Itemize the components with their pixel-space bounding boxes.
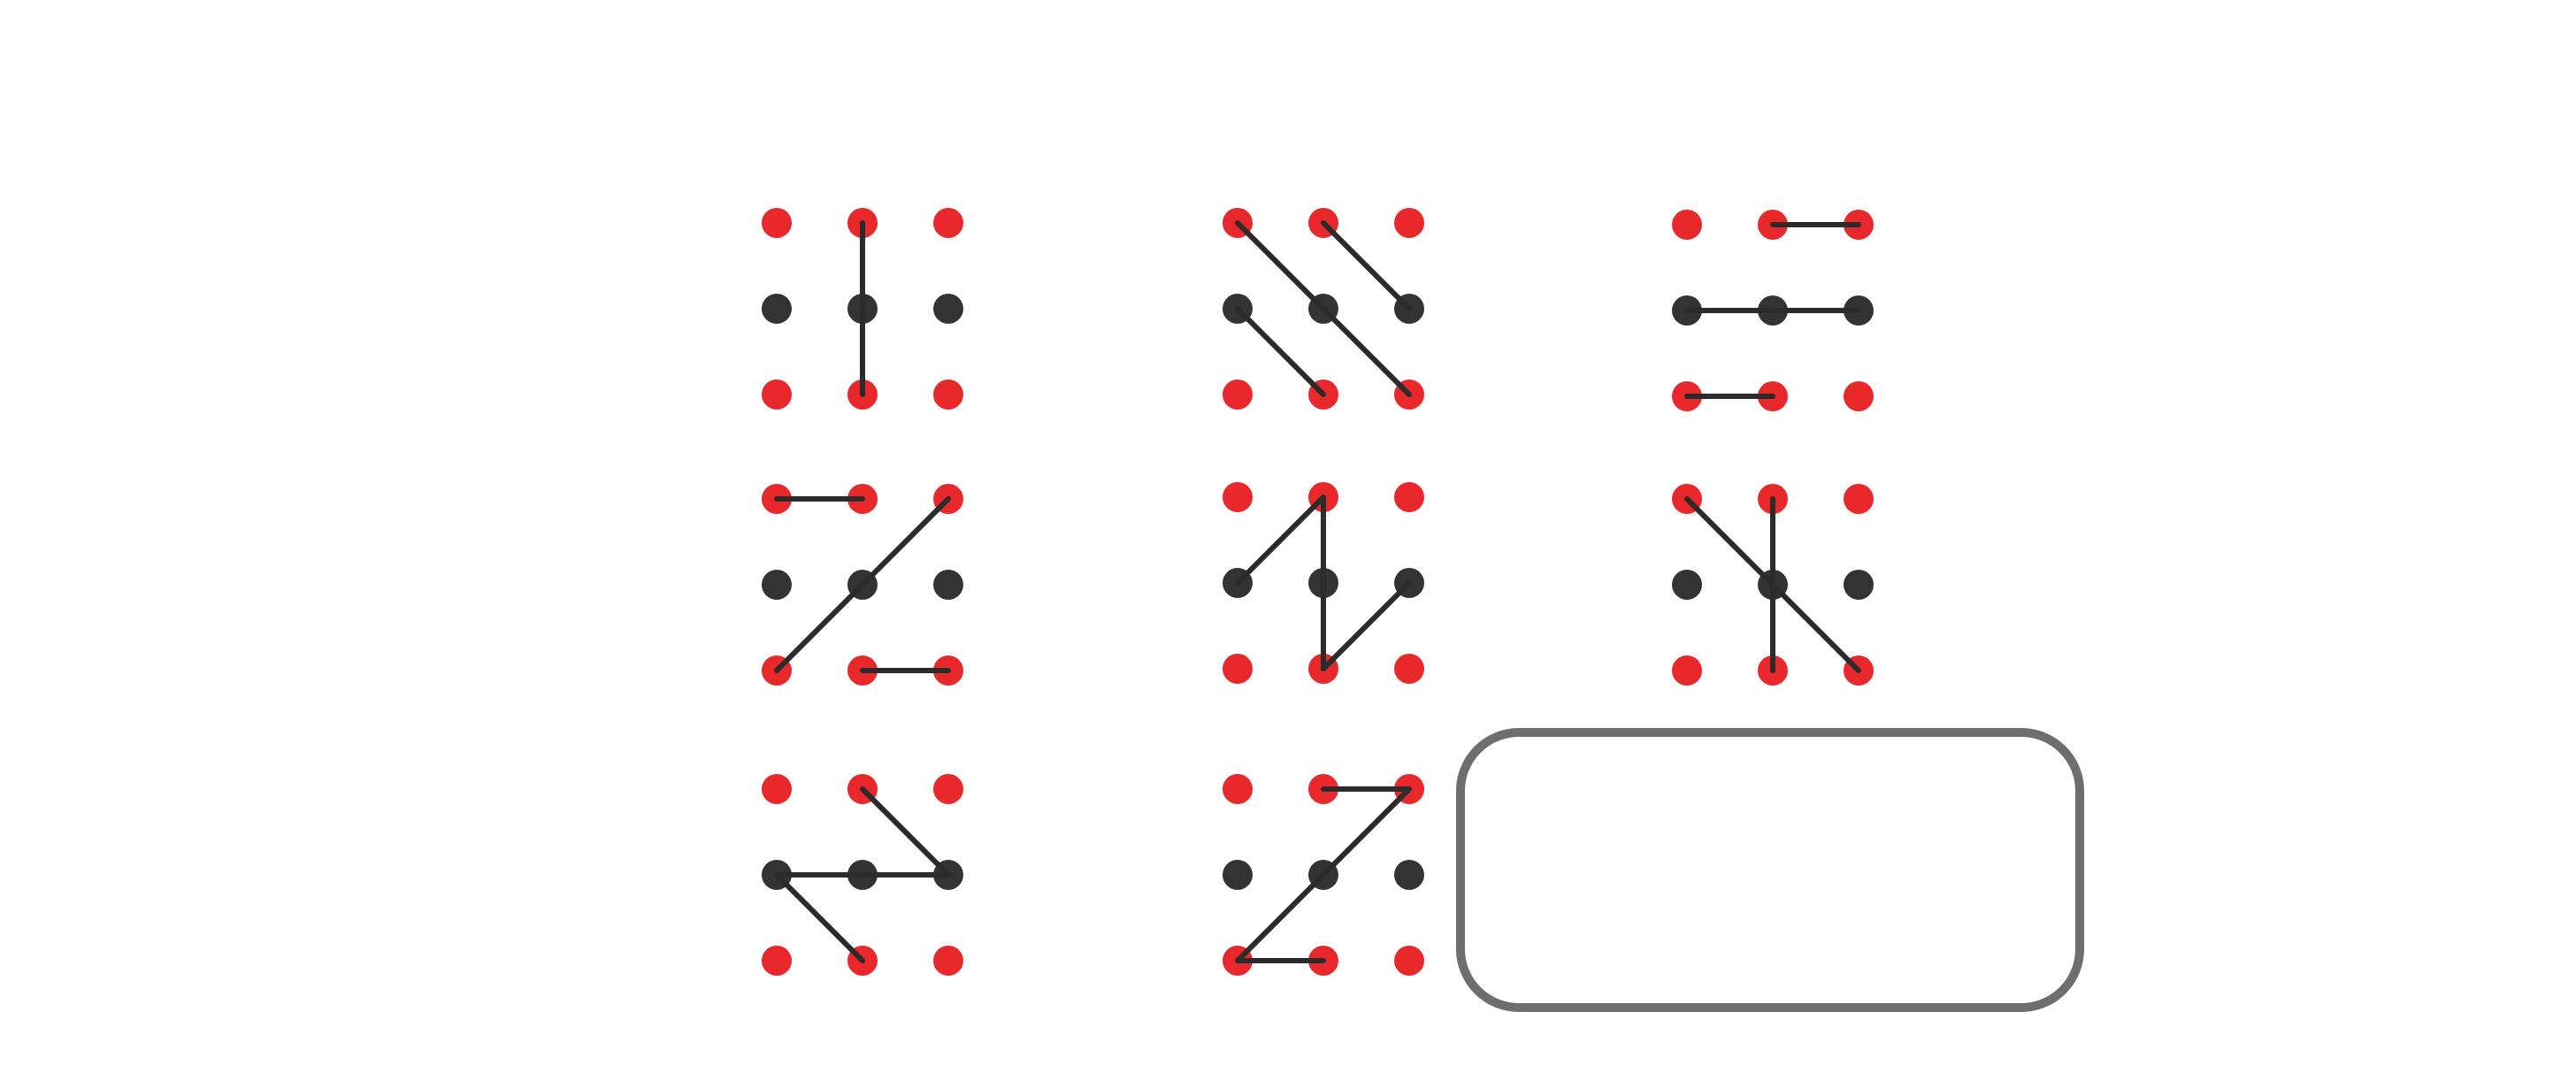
red-dot-r0c0 <box>1223 774 1253 804</box>
black-dot-r1c2 <box>1844 570 1874 600</box>
red-dot-r2c2 <box>1394 654 1424 684</box>
puzzle-r2c3 <box>1672 484 1874 686</box>
red-dot-r2c2 <box>933 946 963 976</box>
segment-0 <box>1235 220 1412 397</box>
red-dot-r0c0 <box>762 208 792 238</box>
black-dot-r1c0 <box>762 294 792 324</box>
red-dot-r2c2 <box>1844 381 1874 411</box>
puzzle-r1c1 <box>762 208 963 410</box>
red-dot-r2c0 <box>762 946 792 976</box>
puzzle-r3c2 <box>1223 774 1424 976</box>
segment-0 <box>860 786 951 878</box>
red-dot-r0c2 <box>1844 484 1874 514</box>
answer-box[interactable] <box>1456 728 2084 1012</box>
red-dot-r0c2 <box>933 208 963 238</box>
black-dot-r1c0 <box>1672 570 1702 600</box>
puzzle-r2c2 <box>1223 482 1424 684</box>
black-dot-r1c0 <box>1223 860 1253 890</box>
black-dot-r1c2 <box>933 294 963 324</box>
red-dot-r2c0 <box>1223 379 1253 410</box>
red-dot-r0c0 <box>1672 210 1702 240</box>
segment-1 <box>774 496 951 673</box>
segment-1 <box>1235 306 1326 397</box>
segment-2 <box>1321 580 1412 671</box>
black-dot-r1c2 <box>933 570 963 600</box>
segment-0 <box>1235 494 1326 586</box>
red-dot-r0c2 <box>1394 208 1424 238</box>
black-dot-r1c0 <box>762 570 792 600</box>
black-dot-r1c2 <box>1394 860 1424 890</box>
red-dot-r0c2 <box>1394 482 1424 512</box>
segment-2 <box>774 872 865 963</box>
segment-1 <box>1235 786 1412 963</box>
puzzle-r1c2 <box>1223 208 1424 410</box>
red-dot-r2c0 <box>1672 655 1702 686</box>
red-dot-r0c0 <box>1223 482 1253 512</box>
red-dot-r2c2 <box>933 379 963 410</box>
red-dot-r0c2 <box>933 774 963 804</box>
puzzle-r2c1 <box>762 484 963 686</box>
puzzle-r3c1 <box>762 774 963 976</box>
red-dot-r2c0 <box>762 379 792 410</box>
red-dot-r2c2 <box>1394 946 1424 976</box>
puzzle-grid <box>762 208 1874 976</box>
puzzle-r1c3 <box>1672 210 1874 411</box>
red-dot-r2c0 <box>1223 654 1253 684</box>
segment-2 <box>1321 220 1412 311</box>
red-dot-r0c0 <box>762 774 792 804</box>
